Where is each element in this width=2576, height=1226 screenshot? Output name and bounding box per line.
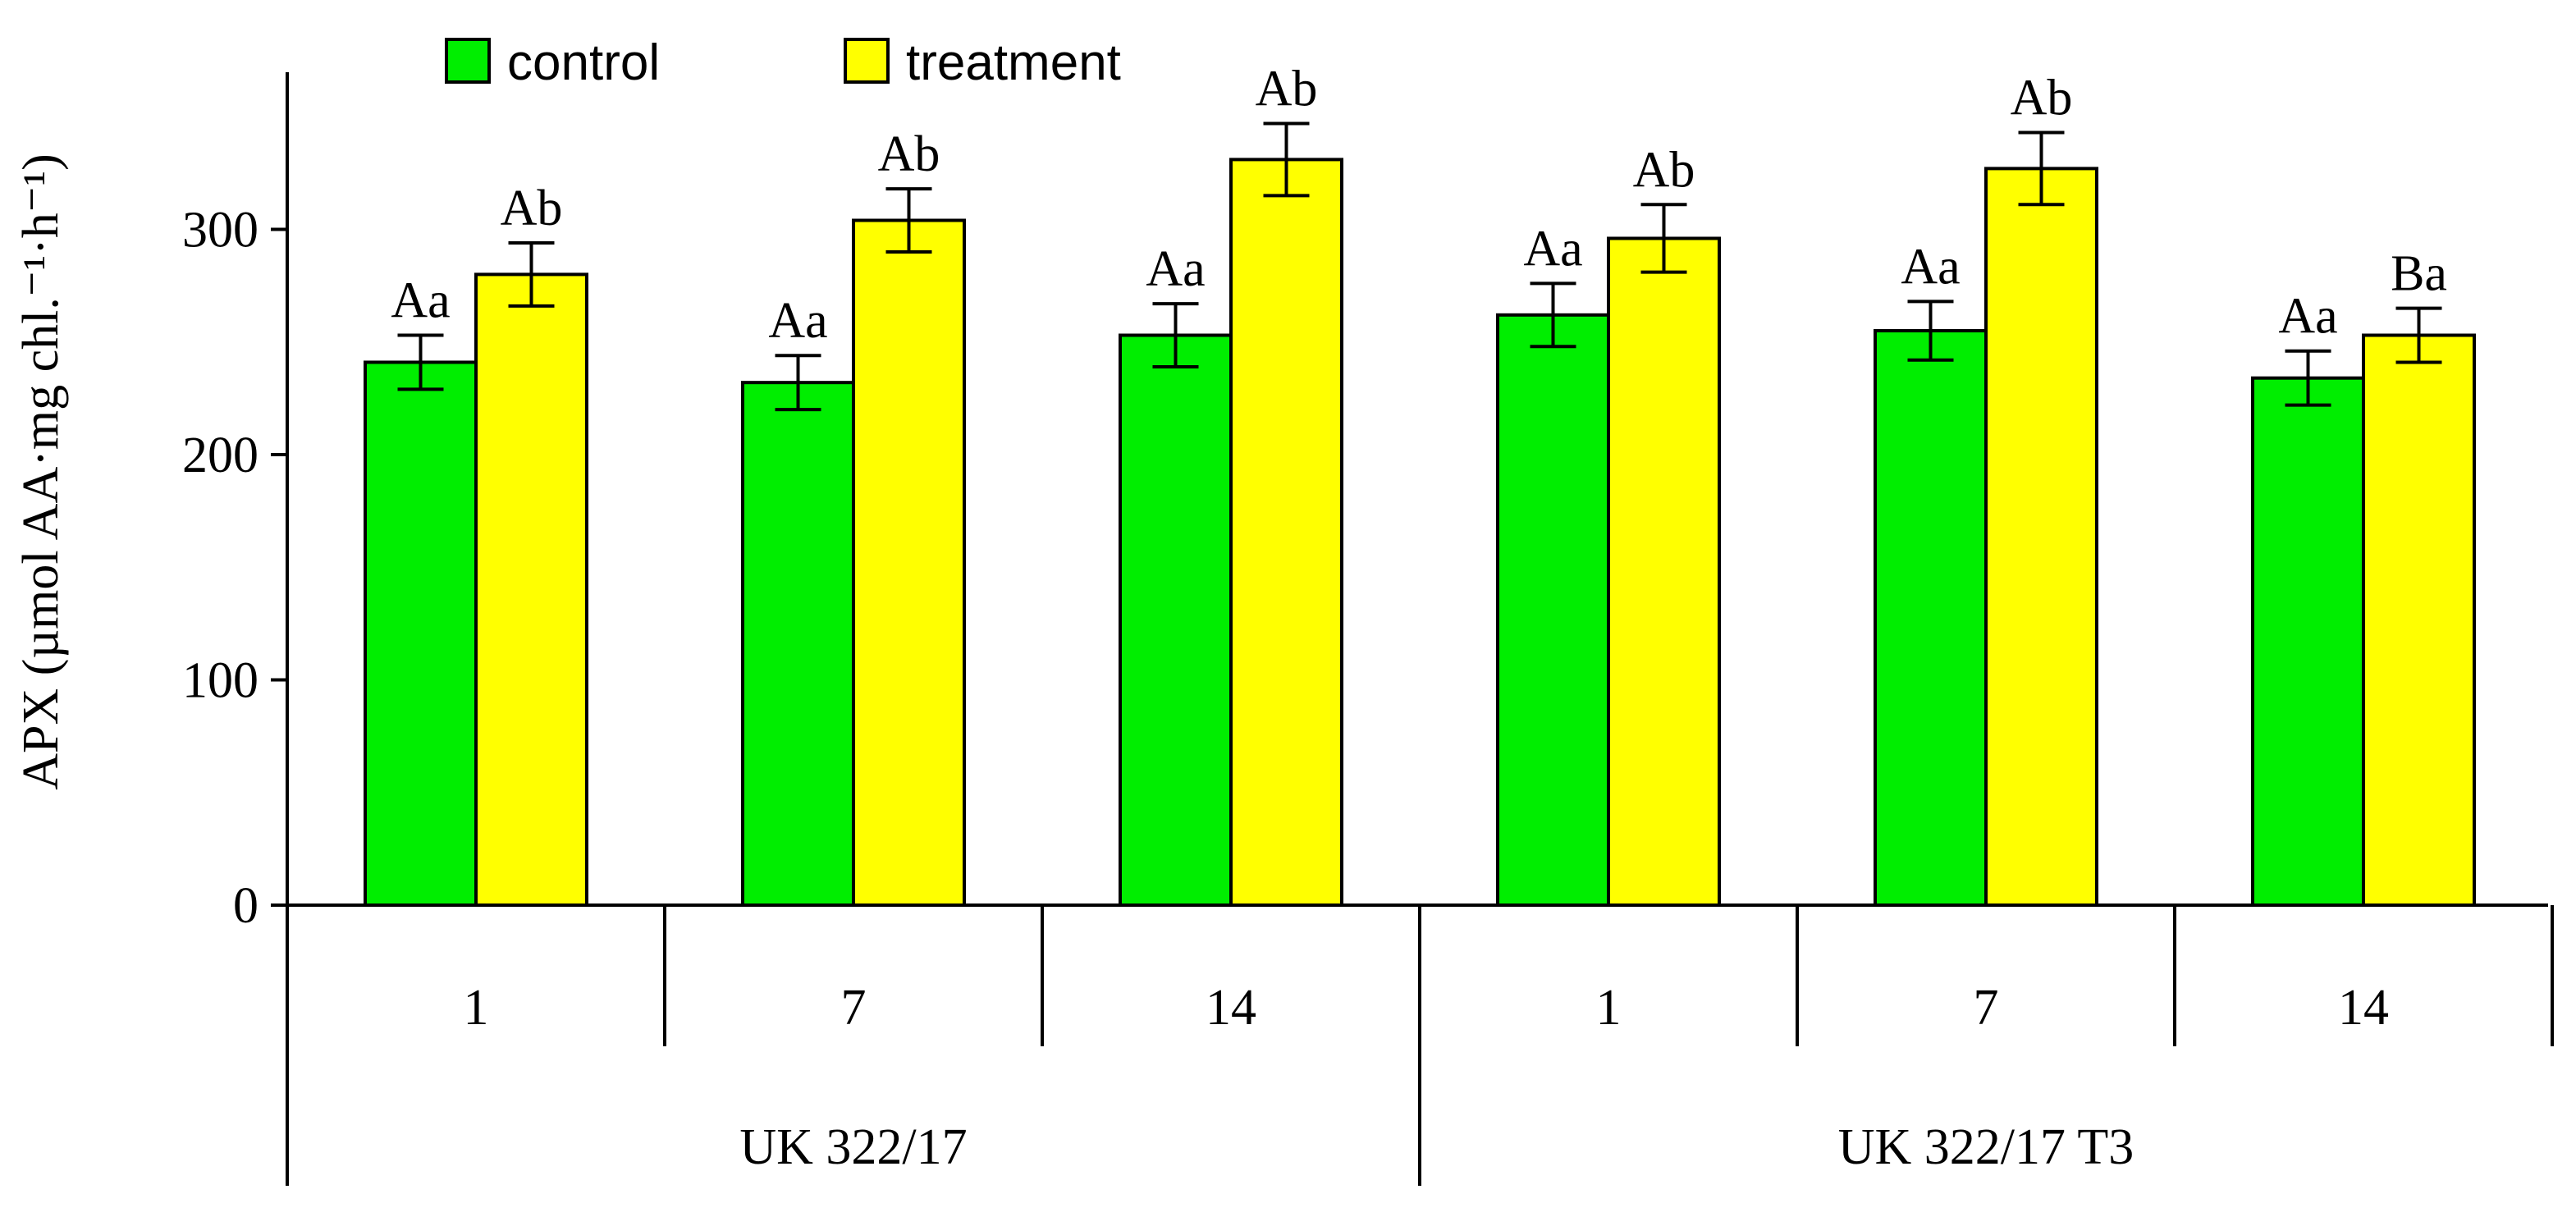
- significance-label-treatment-3: Ab: [1633, 142, 1695, 198]
- x-tick-label-0: 1: [464, 980, 489, 1036]
- bar-control-4: [1874, 329, 1988, 907]
- bars: Aa Ab Aa Ab Aa Ab Aa Ab Aa Ab Aa Ba: [364, 61, 2476, 908]
- bar-treatment-4: [1984, 167, 2098, 907]
- legend-swatch-control: [445, 38, 491, 84]
- legend-label-control: control: [507, 34, 660, 91]
- axes: 0 100 200 300 1 7 14 1 7 14 UK 322/17 UK 322/17 T3: [182, 72, 2554, 1186]
- bar-treatment-2: [1229, 158, 1343, 907]
- bar-control-1: [741, 381, 855, 908]
- significance-label-treatment-2: Ab: [1256, 61, 1318, 117]
- y-tick-label-100: 100: [182, 653, 259, 709]
- y-tick-label-200: 200: [182, 428, 259, 483]
- legend: control treatment: [445, 34, 1121, 91]
- x-tick-label-1: 7: [841, 980, 867, 1036]
- x-tick-label-2: 14: [1206, 980, 1256, 1036]
- significance-label-treatment-0: Ab: [501, 181, 563, 236]
- significance-label-control-4: Aa: [1901, 239, 1960, 295]
- y-tick-label-300: 300: [182, 203, 259, 258]
- bar-control-5: [2251, 376, 2365, 908]
- bar-treatment-5: [2362, 333, 2476, 907]
- significance-label-control-1: Aa: [768, 293, 827, 349]
- significance-label-control-5: Aa: [2278, 289, 2337, 345]
- significance-label-control-2: Aa: [1146, 241, 1205, 297]
- significance-label-treatment-4: Ab: [2011, 70, 2073, 126]
- bar-control-3: [1496, 313, 1610, 907]
- significance-label-treatment-5: Ba: [2391, 246, 2447, 302]
- x-tick-label-3: 1: [1596, 980, 1622, 1036]
- bar-control-2: [1119, 333, 1233, 907]
- legend-swatch-treatment: [844, 38, 890, 84]
- bar-control-0: [364, 360, 478, 907]
- y-tick-label-0: 0: [233, 878, 259, 934]
- x-tick-label-4: 7: [1974, 980, 1999, 1036]
- x-tick-label-5: 14: [2338, 980, 2389, 1036]
- group-label-0: UK 322/17: [739, 1119, 967, 1175]
- bar-treatment-3: [1607, 236, 1721, 908]
- y-axis-label: APX (µmol AA·mg chl.⁻¹·h⁻¹): [13, 153, 69, 790]
- significance-label-control-0: Aa: [391, 273, 450, 329]
- legend-label-treatment: treatment: [906, 34, 1121, 91]
- bar-treatment-0: [474, 272, 588, 907]
- group-label-1: UK 322/17 T3: [1838, 1119, 2134, 1175]
- significance-label-control-3: Aa: [1523, 221, 1582, 277]
- significance-label-treatment-1: Ab: [878, 126, 940, 182]
- bar-treatment-1: [852, 218, 966, 907]
